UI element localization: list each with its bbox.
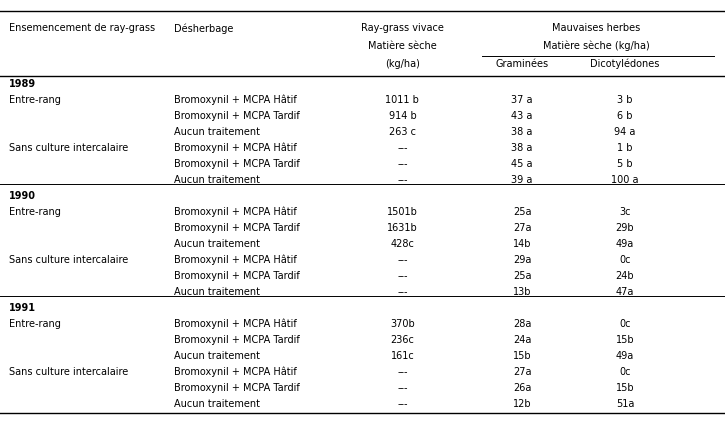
Text: ---: --- <box>397 255 407 265</box>
Text: 100 a: 100 a <box>611 175 639 185</box>
Text: Bromoxynil + MCPA Tardif: Bromoxynil + MCPA Tardif <box>174 159 299 169</box>
Text: 12b: 12b <box>513 399 531 409</box>
Text: Bromoxynil + MCPA Tardif: Bromoxynil + MCPA Tardif <box>174 111 299 121</box>
Text: ---: --- <box>397 367 407 377</box>
Text: Aucun traitement: Aucun traitement <box>174 239 260 249</box>
Text: Aucun traitement: Aucun traitement <box>174 351 260 361</box>
Text: 5 b: 5 b <box>617 159 633 169</box>
Text: 49a: 49a <box>616 351 634 361</box>
Text: 15b: 15b <box>513 351 531 361</box>
Text: Bromoxynil + MCPA Hâtif: Bromoxynil + MCPA Hâtif <box>174 319 297 329</box>
Text: Sans culture intercalaire: Sans culture intercalaire <box>9 367 128 377</box>
Text: 37 a: 37 a <box>511 95 533 105</box>
Text: Bromoxynil + MCPA Tardif: Bromoxynil + MCPA Tardif <box>174 335 299 345</box>
Text: Bromoxynil + MCPA Hâtif: Bromoxynil + MCPA Hâtif <box>174 143 297 153</box>
Text: 0c: 0c <box>619 367 631 377</box>
Text: Aucun traitement: Aucun traitement <box>174 399 260 409</box>
Text: Bromoxynil + MCPA Tardif: Bromoxynil + MCPA Tardif <box>174 223 299 233</box>
Text: 3c: 3c <box>619 207 631 217</box>
Text: Mauvaises herbes: Mauvaises herbes <box>552 24 640 33</box>
Text: Ray-grass vivace: Ray-grass vivace <box>361 24 444 33</box>
Text: Aucun traitement: Aucun traitement <box>174 175 260 185</box>
Text: 24a: 24a <box>513 335 531 345</box>
Text: 263 c: 263 c <box>389 127 416 137</box>
Text: ---: --- <box>397 159 407 169</box>
Text: 0c: 0c <box>619 319 631 329</box>
Text: 45 a: 45 a <box>511 159 533 169</box>
Text: 370b: 370b <box>390 319 415 329</box>
Text: 38 a: 38 a <box>511 143 533 153</box>
Text: ---: --- <box>397 271 407 281</box>
Text: 1011 b: 1011 b <box>386 95 419 105</box>
Text: Matière sèche: Matière sèche <box>368 41 436 51</box>
Text: Bromoxynil + MCPA Hâtif: Bromoxynil + MCPA Hâtif <box>174 207 297 217</box>
Text: 29a: 29a <box>513 255 531 265</box>
Text: 49a: 49a <box>616 239 634 249</box>
Text: Bromoxynil + MCPA Tardif: Bromoxynil + MCPA Tardif <box>174 271 299 281</box>
Text: 6 b: 6 b <box>617 111 633 121</box>
Text: Graminées: Graminées <box>495 59 549 68</box>
Text: 27a: 27a <box>513 367 531 377</box>
Text: 1990: 1990 <box>9 191 36 201</box>
Text: 26a: 26a <box>513 383 531 393</box>
Text: 236c: 236c <box>391 335 414 345</box>
Text: Sans culture intercalaire: Sans culture intercalaire <box>9 143 128 153</box>
Text: 914 b: 914 b <box>389 111 416 121</box>
Text: 1631b: 1631b <box>387 223 418 233</box>
Text: 14b: 14b <box>513 239 531 249</box>
Text: Entre-rang: Entre-rang <box>9 95 61 105</box>
Text: Dicotylédones: Dicotylédones <box>590 58 660 69</box>
Text: 94 a: 94 a <box>614 127 636 137</box>
Text: Bromoxynil + MCPA Hâtif: Bromoxynil + MCPA Hâtif <box>174 255 297 265</box>
Text: Ensemencement de ray-grass: Ensemencement de ray-grass <box>9 24 155 33</box>
Text: 29b: 29b <box>616 223 634 233</box>
Text: Entre-rang: Entre-rang <box>9 207 61 217</box>
Text: Bromoxynil + MCPA Hâtif: Bromoxynil + MCPA Hâtif <box>174 95 297 105</box>
Text: Matière sèche (kg/ha): Matière sèche (kg/ha) <box>542 41 650 51</box>
Text: 25a: 25a <box>513 207 531 217</box>
Text: Entre-rang: Entre-rang <box>9 319 61 329</box>
Text: Aucun traitement: Aucun traitement <box>174 127 260 137</box>
Text: ---: --- <box>397 143 407 153</box>
Text: 24b: 24b <box>616 271 634 281</box>
Text: 15b: 15b <box>616 383 634 393</box>
Text: Bromoxynil + MCPA Hâtif: Bromoxynil + MCPA Hâtif <box>174 367 297 377</box>
Text: 1501b: 1501b <box>387 207 418 217</box>
Text: 1991: 1991 <box>9 303 36 313</box>
Text: 1989: 1989 <box>9 79 36 89</box>
Text: 161c: 161c <box>391 351 414 361</box>
Text: (kg/ha): (kg/ha) <box>385 59 420 68</box>
Text: 27a: 27a <box>513 223 531 233</box>
Text: 13b: 13b <box>513 287 531 297</box>
Text: 15b: 15b <box>616 335 634 345</box>
Text: 3 b: 3 b <box>617 95 633 105</box>
Text: 1 b: 1 b <box>617 143 633 153</box>
Text: 47a: 47a <box>616 287 634 297</box>
Text: Bromoxynil + MCPA Tardif: Bromoxynil + MCPA Tardif <box>174 383 299 393</box>
Text: ---: --- <box>397 287 407 297</box>
Text: 51a: 51a <box>616 399 634 409</box>
Text: ---: --- <box>397 175 407 185</box>
Text: ---: --- <box>397 399 407 409</box>
Text: Aucun traitement: Aucun traitement <box>174 287 260 297</box>
Text: 38 a: 38 a <box>511 127 533 137</box>
Text: Sans culture intercalaire: Sans culture intercalaire <box>9 255 128 265</box>
Text: 39 a: 39 a <box>511 175 533 185</box>
Text: 25a: 25a <box>513 271 531 281</box>
Text: 428c: 428c <box>391 239 414 249</box>
Text: 43 a: 43 a <box>511 111 533 121</box>
Text: 0c: 0c <box>619 255 631 265</box>
Text: ---: --- <box>397 383 407 393</box>
Text: 28a: 28a <box>513 319 531 329</box>
Text: Désherbage: Désherbage <box>174 23 233 34</box>
